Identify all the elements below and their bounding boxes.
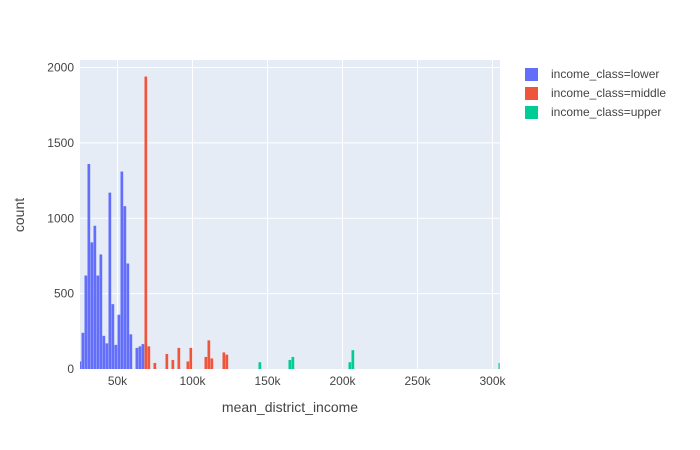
histogram-bar[interactable] (93, 225, 97, 369)
series-lower (80, 164, 145, 369)
histogram-bar[interactable] (135, 347, 139, 369)
histogram-bar[interactable] (105, 343, 109, 369)
legend[interactable]: income_class=lower income_class=middleinc… (525, 67, 666, 119)
histogram-bar[interactable] (80, 361, 82, 369)
histogram-bar[interactable] (81, 332, 85, 369)
y-tick-label: 500 (54, 287, 74, 301)
legend-swatch (525, 87, 538, 100)
y-gridlines (80, 60, 500, 369)
legend-label: income_class=upper (551, 105, 661, 119)
legend-label: income_class=lower (551, 67, 659, 81)
y-axis-ticks: 0 500 1000 1500 2000 (47, 61, 74, 376)
histogram-bar[interactable] (291, 356, 295, 369)
histogram-bar[interactable] (87, 164, 91, 369)
histogram-bar[interactable] (90, 242, 94, 369)
histogram-bar[interactable] (153, 362, 157, 369)
legend-swatch (525, 68, 538, 81)
x-tick-label: 300k (479, 374, 506, 388)
x-axis-ticks: 50k 100k 150k 200k 250k 300k (108, 374, 507, 388)
histogram-bar[interactable] (114, 344, 118, 369)
histogram-bar[interactable] (120, 171, 124, 369)
histogram-bar[interactable] (111, 304, 115, 369)
histogram-bar[interactable] (147, 346, 151, 369)
histogram-bar[interactable] (288, 359, 292, 369)
histogram-bar[interactable] (225, 354, 229, 369)
histogram-bar[interactable] (189, 347, 193, 369)
histogram-bar[interactable] (102, 335, 106, 369)
histogram-bar[interactable] (138, 346, 142, 369)
histogram-bar[interactable] (99, 254, 103, 369)
legend-swatch (525, 106, 538, 119)
x-tick-label: 50k (108, 374, 128, 388)
legend-item-middle[interactable]: income_class=middle (525, 86, 666, 100)
histogram-bar[interactable] (210, 358, 214, 369)
x-tick-label: 150k (254, 374, 281, 388)
y-tick-label: 1500 (47, 136, 74, 150)
y-axis-title: count (11, 198, 27, 232)
histogram-bar[interactable] (222, 352, 226, 369)
histogram-bar[interactable] (186, 361, 190, 369)
histogram-bar[interactable] (144, 76, 148, 369)
histogram-bar[interactable] (117, 314, 121, 369)
y-tick-label: 2000 (47, 61, 74, 75)
histogram-bar[interactable] (177, 347, 181, 369)
histogram-bar[interactable] (141, 344, 145, 369)
histogram-bars (80, 76, 500, 369)
histogram-bar[interactable] (108, 192, 112, 369)
histogram-bar[interactable] (207, 340, 211, 369)
histogram-bar[interactable] (165, 353, 169, 369)
histogram-bar[interactable] (258, 362, 262, 369)
histogram-bar[interactable] (126, 263, 130, 369)
x-axis-title: mean_district_income (222, 399, 358, 415)
histogram-bar[interactable] (171, 359, 175, 369)
histogram-bar[interactable] (204, 356, 208, 369)
legend-item-upper[interactable]: income_class=upper (525, 105, 661, 119)
histogram-bar[interactable] (84, 275, 88, 369)
histogram-bar[interactable] (129, 334, 133, 369)
histogram-bar[interactable] (123, 206, 127, 369)
x-tick-label: 200k (329, 374, 356, 388)
series-upper (258, 350, 500, 369)
histogram-bar[interactable] (96, 275, 100, 369)
legend-label: income_class=middle (551, 86, 666, 100)
y-tick-label: 0 (67, 362, 74, 376)
histogram-bar[interactable] (498, 362, 500, 369)
x-tick-label: 250k (404, 374, 431, 388)
histogram-bar[interactable] (351, 350, 355, 369)
series-middle (144, 76, 229, 369)
x-tick-label: 100k (179, 374, 206, 388)
plot-background (80, 60, 500, 369)
legend-item-lower[interactable]: income_class=lower (525, 67, 659, 81)
histogram-bar[interactable] (348, 362, 352, 369)
y-tick-label: 1000 (47, 211, 74, 225)
